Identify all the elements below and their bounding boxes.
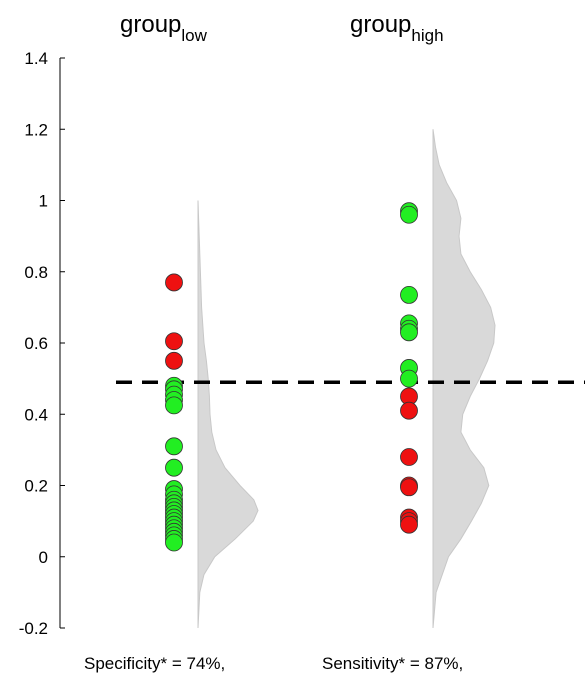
y-tick-label: 1.4 xyxy=(24,49,48,68)
data-point-low xyxy=(165,533,183,552)
points-layer xyxy=(165,202,418,552)
data-point-high xyxy=(400,286,418,304)
group-low-title-main: group xyxy=(120,11,181,38)
y-tick-label: 0.8 xyxy=(24,263,48,282)
y-tick-label: 0.2 xyxy=(24,477,48,496)
y-tick-label: 0 xyxy=(39,548,48,567)
y-tick-label: 1 xyxy=(39,192,48,211)
group-high-title-main: group xyxy=(350,11,411,38)
data-point-high xyxy=(400,369,418,388)
data-point-low xyxy=(165,273,183,292)
group-low-title: grouplow xyxy=(120,11,208,45)
density-low xyxy=(197,200,259,629)
group-low-title-sub: low xyxy=(181,26,207,45)
specificity-label: Specificity* = 74%, xyxy=(84,654,225,673)
data-point-low xyxy=(165,437,183,456)
y-tick-label: 1.2 xyxy=(24,120,48,139)
data-point-high xyxy=(400,448,418,466)
y-tick-label: 0.6 xyxy=(24,334,48,353)
density-high xyxy=(432,129,496,629)
y-axis: -0.2 0 0.2 0.4 0.6 0.8 1 1.2 1.4 xyxy=(19,49,65,638)
density-layer xyxy=(197,129,496,629)
y-tick-label: -0.2 xyxy=(19,619,48,638)
data-point-high xyxy=(400,515,418,534)
data-point-high xyxy=(400,323,418,342)
data-point-high xyxy=(400,478,418,497)
group-high-title: grouphigh xyxy=(350,11,444,45)
group-high-title-sub: high xyxy=(411,26,443,45)
data-point-high xyxy=(400,401,418,420)
data-point-high xyxy=(400,205,418,224)
sensitivity-label: Sensitivity* = 87%, xyxy=(322,654,463,673)
data-point-low xyxy=(165,396,183,415)
data-point-low xyxy=(165,458,183,477)
data-point-low xyxy=(165,332,183,351)
data-point-low xyxy=(165,351,183,370)
y-tick-label: 0.4 xyxy=(24,405,48,424)
